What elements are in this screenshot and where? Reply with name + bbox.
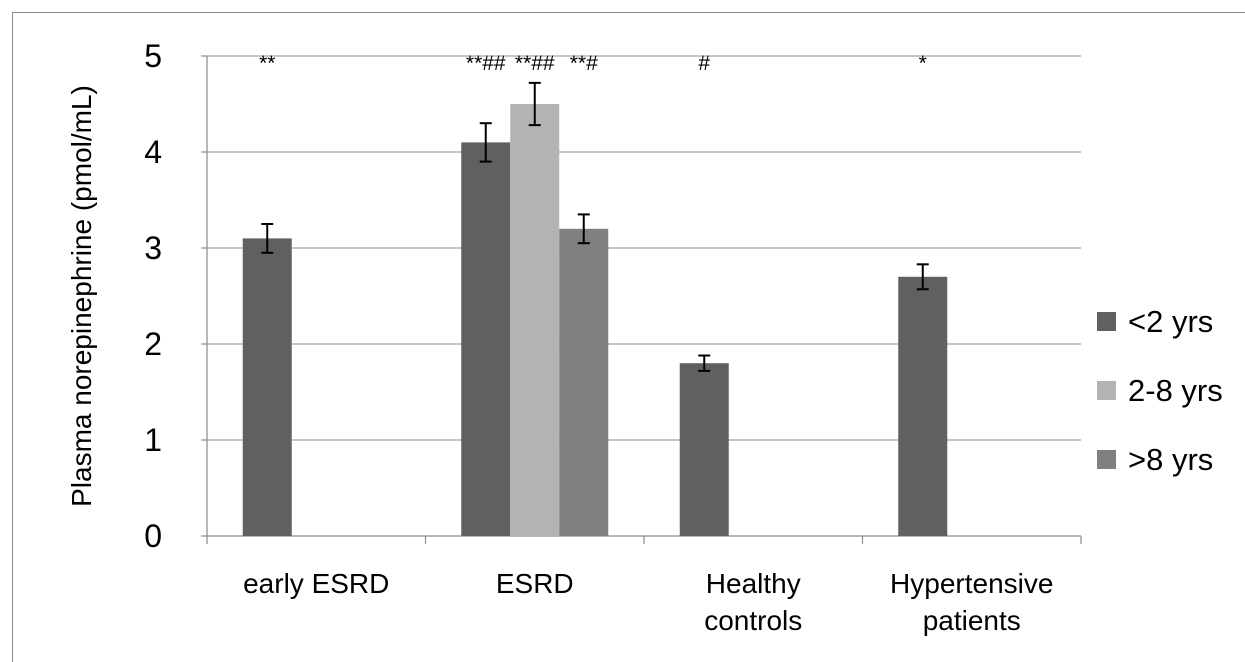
y-tick-label: 3 xyxy=(144,230,162,266)
significance-mark: **# xyxy=(570,52,598,75)
axes xyxy=(201,55,1082,544)
significance-mark: **## xyxy=(515,52,555,75)
category-label: ESRD xyxy=(496,568,574,599)
bars xyxy=(242,104,948,537)
category-labels: early ESRD ESRD Healthy controls Hypertensiv… xyxy=(243,568,1053,636)
legend-label: <2 yrs xyxy=(1128,304,1213,339)
legend-swatch xyxy=(1097,312,1116,331)
category-label: patients xyxy=(923,605,1021,636)
category-label: Healthy xyxy=(706,568,801,599)
y-tick-label: 2 xyxy=(144,326,162,362)
category-label: controls xyxy=(704,605,802,636)
bar xyxy=(242,238,292,536)
legend-label: 2-8 yrs xyxy=(1128,373,1223,408)
bar xyxy=(559,228,609,537)
significance-annotations: ** **## **## **# # * xyxy=(259,52,927,75)
legend: <2 yrs 2-8 yrs >8 yrs xyxy=(1097,304,1223,477)
y-tick-label: 1 xyxy=(144,422,162,458)
bar xyxy=(461,142,511,536)
y-tick-label: 4 xyxy=(144,134,162,170)
bar xyxy=(510,104,560,536)
chart-frame xyxy=(12,12,1245,662)
y-tick-label: 5 xyxy=(144,38,162,74)
error-bars xyxy=(261,81,929,372)
category-label: early ESRD xyxy=(243,568,389,599)
gridlines xyxy=(207,55,1081,441)
significance-mark: ** xyxy=(259,52,275,75)
bar xyxy=(679,363,729,536)
y-tick-labels: 0 1 2 3 4 5 xyxy=(144,38,162,554)
significance-mark: **## xyxy=(466,52,506,75)
bar xyxy=(898,276,948,536)
category-label: Hypertensive xyxy=(890,568,1053,599)
legend-swatch xyxy=(1097,381,1116,400)
y-axis-label: Plasma norepinephrine (pmol/mL) xyxy=(66,85,97,507)
y-tick-label: 0 xyxy=(144,518,162,554)
legend-swatch xyxy=(1097,450,1116,469)
legend-label: >8 yrs xyxy=(1128,442,1213,477)
significance-mark: # xyxy=(698,52,710,75)
significance-mark: * xyxy=(919,52,927,75)
